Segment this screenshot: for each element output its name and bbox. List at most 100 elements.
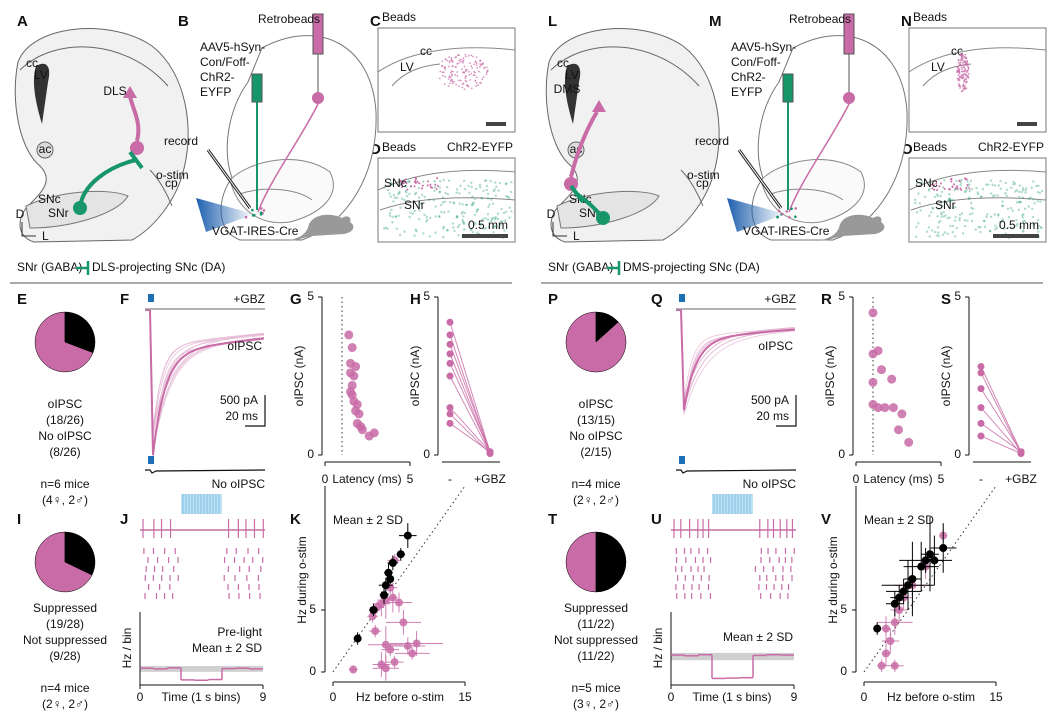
label: D — [547, 207, 556, 221]
chr2-fiber — [433, 186, 437, 189]
chr2-fiber — [409, 211, 412, 214]
bead — [447, 78, 450, 80]
chr2-fiber — [485, 188, 488, 192]
chr2-fiber — [993, 194, 996, 197]
point — [868, 308, 878, 318]
label: cc — [557, 56, 569, 70]
chr2-fiber — [1009, 206, 1013, 210]
chr2-fiber — [933, 195, 937, 199]
chr2-fiber — [417, 196, 421, 199]
chr2-fiber — [994, 224, 997, 227]
label: ChR2-EYFP — [978, 140, 1044, 154]
chr2-fiber — [935, 193, 938, 196]
chr2-fiber — [394, 215, 397, 218]
chr2-fiber — [493, 224, 497, 228]
chr2-fiber — [414, 191, 418, 195]
panel-letter: R — [821, 291, 832, 308]
label: No oIPSC — [212, 477, 266, 491]
chr2-fiber — [441, 227, 445, 230]
chr2-fiber — [967, 197, 971, 201]
point — [882, 624, 890, 633]
y-tick-label: 0 — [954, 447, 961, 461]
label: cc — [420, 44, 432, 58]
chr2-fiber — [487, 225, 491, 229]
bead — [967, 66, 970, 68]
point — [353, 634, 362, 643]
bead — [475, 85, 478, 88]
label: DMS-projecting SNc (DA) — [623, 260, 760, 274]
chr2-fiber — [470, 227, 473, 230]
chr2-fiber — [499, 223, 502, 226]
point — [377, 599, 386, 608]
cell-dot — [260, 207, 263, 210]
label: (11/22) — [577, 617, 614, 631]
chr2-fiber — [1027, 197, 1031, 201]
bead — [457, 54, 460, 57]
chr2-fiber — [951, 231, 954, 234]
point — [904, 437, 914, 447]
chr2-fiber — [475, 208, 479, 211]
chr2-fiber — [486, 197, 490, 200]
retro-fiber — [257, 103, 319, 213]
cell-dot — [262, 209, 266, 212]
chr2-fiber — [986, 213, 989, 216]
chr2-fiber — [429, 216, 432, 220]
chr2-fiber — [1020, 190, 1023, 194]
label: EYFP — [731, 85, 762, 99]
chr2-fiber — [998, 225, 1002, 228]
chr2-fiber — [472, 221, 476, 224]
chr2-fiber — [441, 196, 444, 199]
bead — [451, 65, 454, 68]
bead — [464, 75, 467, 78]
bead — [471, 67, 474, 69]
chr2-fiber — [948, 216, 951, 219]
y-tick-label: 0 — [838, 447, 845, 461]
chr2-fiber — [432, 198, 436, 202]
bead — [437, 185, 440, 188]
chr2-fiber — [1040, 189, 1044, 193]
chr2-fiber — [434, 215, 437, 218]
cell-dot — [776, 215, 780, 219]
label: DLS-projecting SNc (DA) — [92, 260, 225, 274]
chr2-fiber — [442, 211, 446, 214]
bead — [963, 70, 966, 73]
chr2-fiber — [1023, 219, 1026, 223]
point — [390, 658, 399, 667]
chr2-fiber — [384, 226, 388, 230]
label: (2♀, 2♂) — [573, 493, 619, 507]
chr2-fiber — [442, 235, 445, 239]
tissue-line — [908, 169, 1047, 191]
bead — [474, 71, 476, 74]
chr2-fiber — [417, 186, 421, 190]
chr2-fiber — [959, 183, 962, 187]
chr2-fiber — [954, 206, 957, 209]
chr2-fiber — [919, 209, 922, 212]
bead — [480, 82, 483, 84]
chr2-fiber — [937, 234, 940, 238]
bead — [965, 63, 968, 66]
chr2-fiber — [915, 182, 919, 185]
arrow-head — [592, 100, 606, 112]
chr2-fiber — [915, 235, 918, 239]
chr2-fiber — [976, 193, 980, 196]
label: (19/28) — [46, 617, 84, 631]
point — [939, 544, 948, 552]
identity-line — [332, 485, 466, 673]
bead — [957, 79, 960, 82]
label: (2♀, 2♂) — [42, 697, 88, 711]
label: Beads — [382, 140, 416, 154]
light-pulse — [679, 456, 685, 464]
x-tick-label: 0 — [853, 472, 860, 486]
x-axis-label: Latency (ms) — [863, 472, 932, 486]
chr2-fiber — [994, 228, 997, 231]
label: LV — [400, 60, 414, 74]
bead — [479, 63, 482, 65]
chr2-fiber — [428, 198, 431, 202]
y-tick-label: 0 — [309, 664, 316, 678]
chr2-fiber — [948, 193, 951, 196]
chr2-fiber — [508, 206, 512, 209]
point — [873, 624, 882, 633]
chr2-fiber — [487, 205, 490, 209]
bead — [458, 59, 461, 62]
chr2-fiber — [1019, 200, 1023, 204]
